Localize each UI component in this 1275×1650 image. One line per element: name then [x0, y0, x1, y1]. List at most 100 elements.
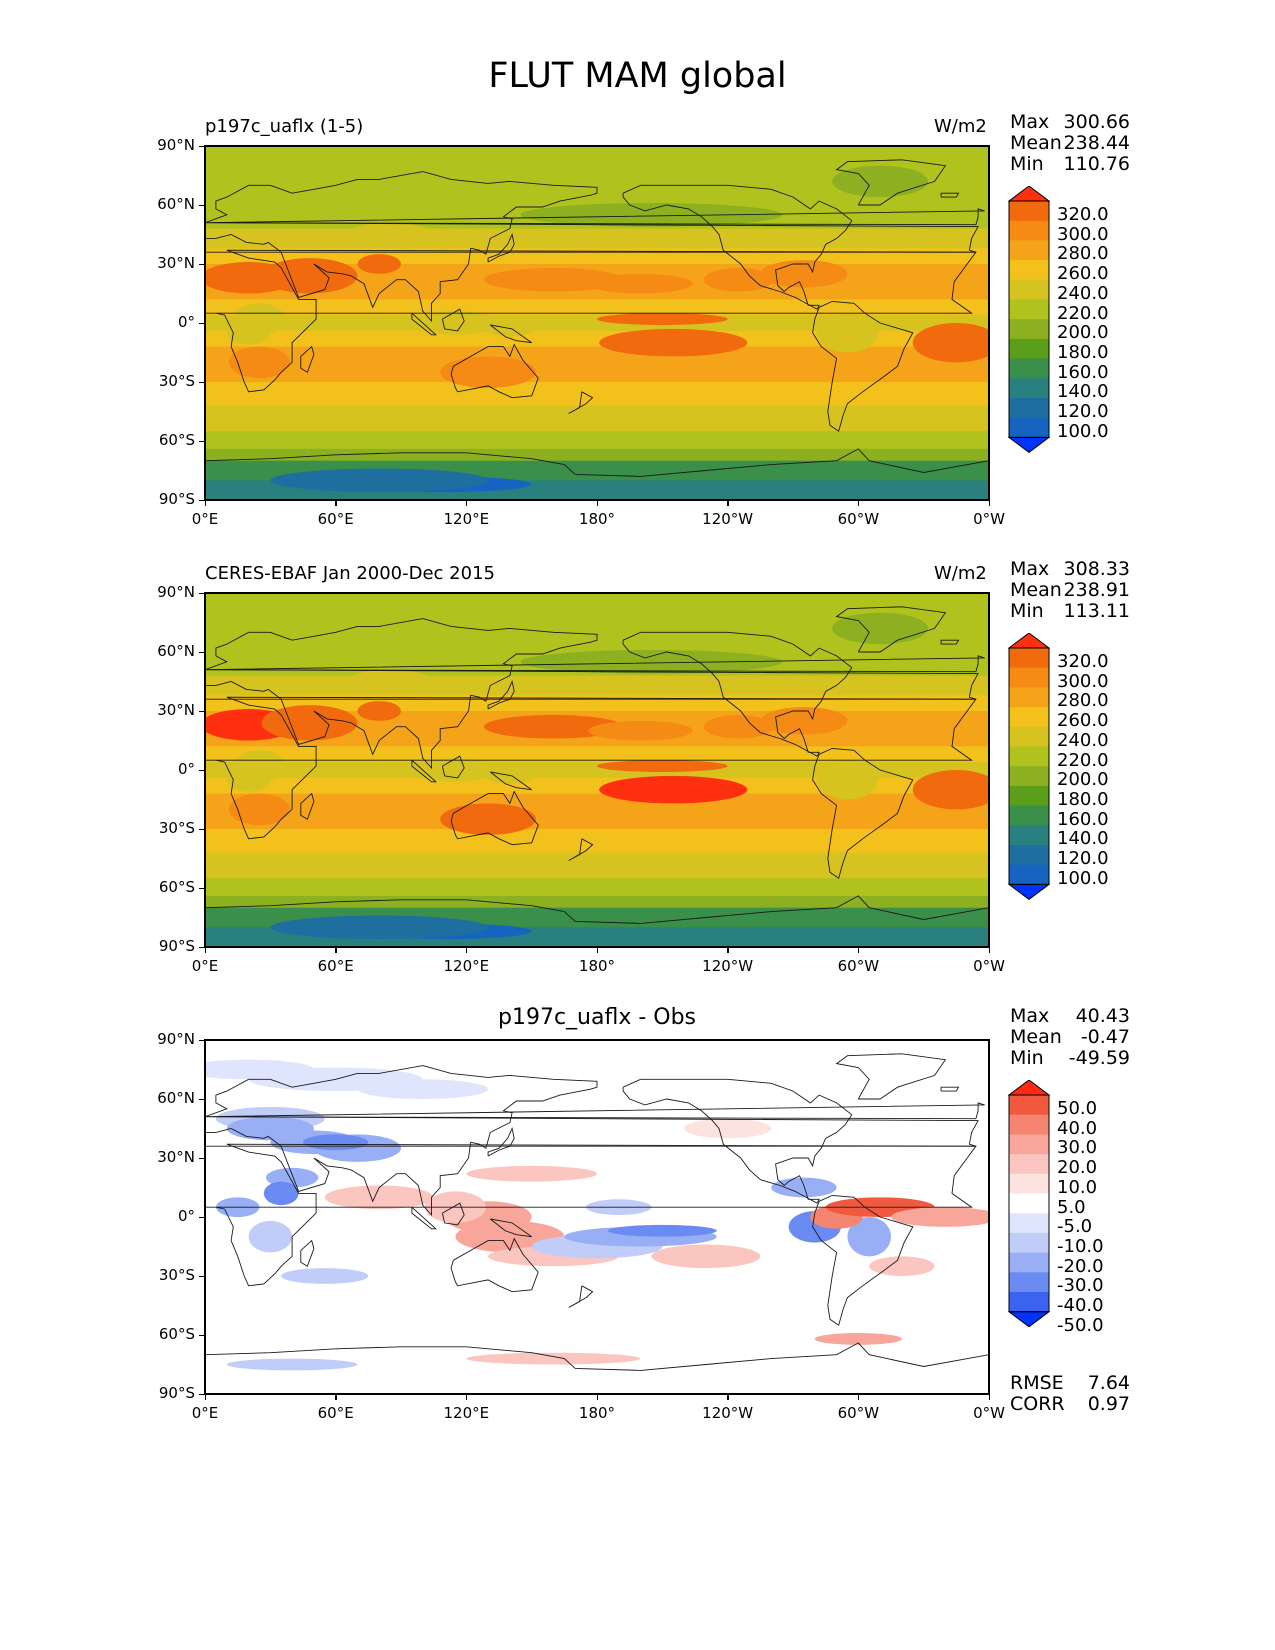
colorbar-segment-3 — [1009, 707, 1049, 728]
x-tick-label: 60°E — [317, 510, 354, 528]
y-tick-label: 60°S — [158, 431, 195, 449]
lat-band-3 — [205, 228, 989, 249]
bias-feature-2 — [357, 1079, 489, 1099]
coastline-uk — [207, 208, 985, 226]
lat-band-3 — [205, 675, 989, 696]
colorbar-extend-min — [1008, 883, 1050, 901]
colorbar-segment-7 — [1009, 1232, 1049, 1254]
x-tick-mark — [857, 500, 860, 506]
x-tick-label: 120°E — [443, 1404, 490, 1422]
x-tick-label: 60°E — [317, 1404, 354, 1422]
y-tick-mark — [199, 1275, 205, 1277]
y-tick-mark — [199, 322, 205, 324]
bias-feature-17 — [466, 1165, 597, 1182]
coastline-madagascar — [300, 792, 315, 820]
colorbar-segment-1 — [1009, 1114, 1049, 1135]
flut-feature-8 — [228, 346, 290, 379]
coastline-europe-asia — [205, 171, 979, 323]
x-tick-label: 60°W — [837, 1404, 880, 1422]
stat-value: 7.64 — [1087, 1372, 1130, 1394]
coastline-australia — [450, 343, 539, 399]
coastline-europe-asia — [205, 618, 979, 770]
colorbar-segment-2 — [1009, 240, 1049, 261]
y-tick-mark — [199, 440, 205, 442]
colorbar-segment-5 — [1009, 746, 1049, 767]
y-tick-mark — [199, 1393, 205, 1395]
x-tick-label: 60°W — [837, 957, 880, 975]
flut-feature-10 — [760, 260, 848, 288]
lat-band-8 — [205, 777, 989, 795]
bias-feature-33 — [466, 1352, 641, 1365]
y-tick-label: 30°N — [157, 701, 195, 719]
figure-title: FLUT MAM global — [488, 56, 787, 96]
colorbar-label: 260.0 — [1057, 710, 1109, 732]
coastline-madagascar — [300, 345, 315, 373]
colorbar-segment-9 — [1009, 378, 1049, 399]
colorbar-label: -30.0 — [1057, 1275, 1104, 1297]
lat-band-0 — [205, 593, 989, 618]
colorbar-segment-6 — [1009, 766, 1049, 787]
x-tick-mark — [335, 1394, 337, 1400]
flut-feature-2 — [357, 254, 401, 274]
x-tick-label: 180° — [578, 1404, 616, 1422]
coastline-africa — [205, 696, 977, 840]
y-tick-mark — [199, 204, 205, 206]
flut-feature-20 — [357, 189, 489, 221]
x-tick-label: 0°E — [191, 1404, 219, 1422]
lat-band-12 — [205, 431, 989, 450]
lat-band-9 — [205, 346, 989, 383]
stat-value: 238.44 — [1063, 132, 1130, 154]
coastline-sumatra — [411, 759, 437, 783]
lat-band-6 — [205, 299, 989, 316]
y-tick-mark — [199, 1157, 205, 1159]
stat-name: RMSE — [1010, 1372, 1064, 1394]
colorbar-outline — [1008, 200, 1050, 438]
coastline-new-zealand — [568, 391, 594, 414]
y-tick-label: 90°S — [158, 490, 195, 508]
y-tick-label: 60°S — [158, 878, 195, 896]
y-tick-label: 0° — [177, 1207, 195, 1225]
bias-feature-26 — [847, 1217, 891, 1257]
coastline-north-america — [622, 1078, 853, 1204]
coastline-south-america — [812, 747, 914, 879]
coastline-iceland — [940, 1086, 960, 1092]
y-tick-label: 30°N — [157, 1148, 195, 1166]
stat-value: 300.66 — [1063, 111, 1130, 133]
colorbar-segment-9 — [1009, 825, 1049, 846]
colorbar-label: 100.0 — [1057, 420, 1109, 442]
x-tick-mark — [727, 500, 729, 506]
stat-name: Max — [1010, 558, 1050, 580]
lat-band-11 — [205, 405, 989, 432]
lat-band-12 — [205, 878, 989, 897]
colorbar-segment-4 — [1009, 279, 1049, 300]
colorbar-label: 240.0 — [1057, 282, 1109, 304]
x-tick-label: 180° — [578, 510, 616, 528]
colorbar-segment-0 — [1009, 201, 1049, 222]
x-tick-mark — [204, 947, 206, 953]
colorbar-label: 180.0 — [1057, 788, 1109, 810]
colorbar-segment-8 — [1009, 1252, 1049, 1273]
coastline-greenland — [835, 159, 947, 206]
colorbar-segment-2 — [1009, 687, 1049, 708]
colorbar-segment-4 — [1009, 1173, 1049, 1194]
x-tick-mark — [596, 1394, 598, 1400]
colorbar-segment-7 — [1009, 785, 1049, 807]
stat-name: CORR — [1010, 1393, 1065, 1415]
flut-feature-9 — [440, 356, 537, 388]
y-tick-mark — [199, 1216, 205, 1218]
flut-feature-3 — [483, 714, 624, 739]
stat-value: -0.47 — [1080, 1026, 1130, 1048]
flut-feature-10 — [760, 707, 848, 735]
coastline-antarctica — [205, 1342, 989, 1394]
colorbar-1 — [1008, 633, 1050, 901]
y-tick-mark — [199, 381, 205, 383]
colorbar-segment-1 — [1009, 667, 1049, 688]
stat-name: Mean — [1010, 132, 1062, 154]
flut-feature-3 — [483, 267, 624, 292]
colorbar-label: -10.0 — [1057, 1235, 1104, 1257]
lat-band-7 — [205, 315, 989, 332]
lat-band-6 — [205, 746, 989, 763]
x-tick-label: 60°E — [317, 957, 354, 975]
bias-feature-13 — [324, 1185, 434, 1210]
stat-name: Mean — [1010, 579, 1062, 601]
